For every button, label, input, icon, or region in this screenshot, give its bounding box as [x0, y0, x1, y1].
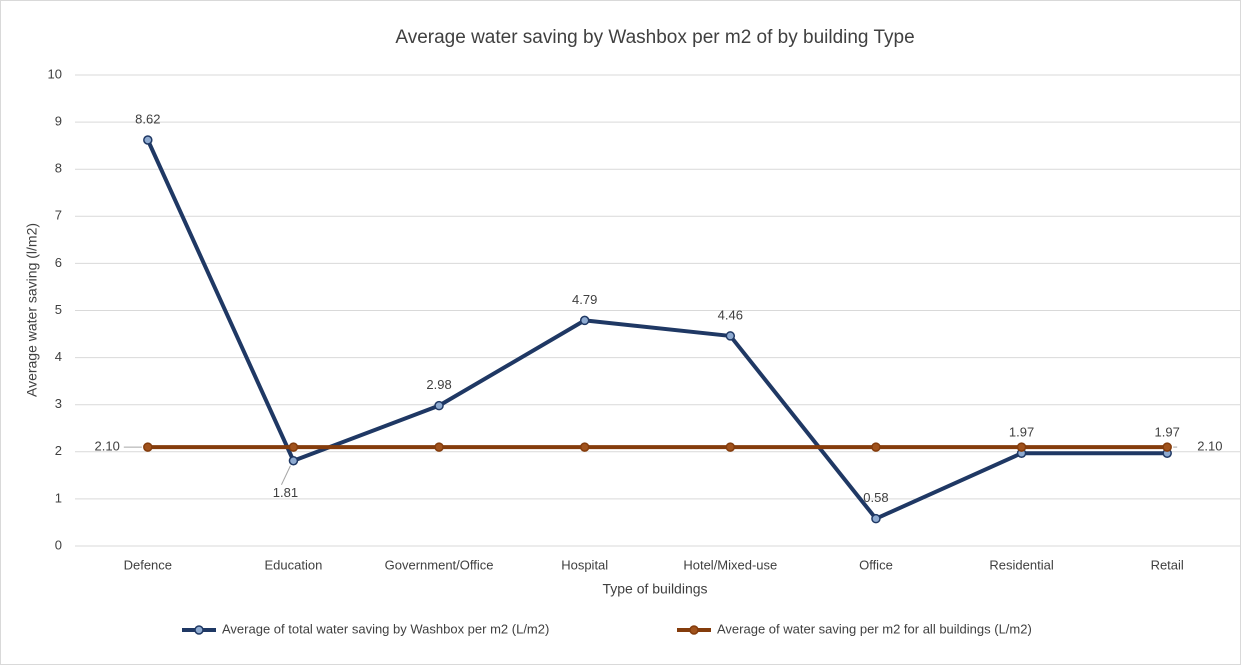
- data-point: [143, 442, 153, 452]
- y-tick-label: 10: [48, 66, 62, 81]
- data-label: 1.97: [1009, 425, 1034, 440]
- label-leader: [280, 465, 291, 485]
- y-tick-label: 8: [55, 161, 62, 176]
- data-label: 0.58: [863, 490, 888, 505]
- data-point: [434, 400, 444, 411]
- y-tick-label: 9: [55, 114, 62, 129]
- series-line: [145, 139, 1168, 521]
- data-point: [143, 135, 153, 145]
- y-tick-label: 7: [55, 208, 62, 223]
- x-tick-label: Office: [859, 557, 893, 572]
- legend-label: Average of water saving per m2 for all b…: [717, 621, 1032, 636]
- data-point: [871, 513, 881, 524]
- data-label: 1.81: [273, 485, 298, 500]
- x-tick-label: Defence: [124, 557, 172, 572]
- data-label: 4.79: [572, 292, 597, 307]
- data-point: [725, 442, 736, 452]
- y-tick-label: 0: [55, 537, 62, 552]
- data-label: 2.10: [1197, 439, 1222, 454]
- y-tick-label: 3: [55, 396, 62, 411]
- y-tick-label: 1: [55, 490, 62, 505]
- data-point: [1016, 442, 1027, 452]
- y-axis-title: Average water saving (l/m2): [24, 223, 40, 397]
- data-label: 1.97: [1155, 425, 1180, 440]
- data-point: [288, 455, 299, 466]
- data-point: [579, 315, 590, 326]
- y-tick-label: 4: [55, 349, 62, 364]
- x-tick-label: Government/Office: [385, 557, 494, 572]
- data-point: [871, 442, 881, 452]
- x-tick-label: Hotel/Mixed-use: [683, 557, 777, 572]
- data-label: 4.46: [718, 307, 743, 322]
- x-tick-label: Education: [265, 557, 323, 572]
- data-point: [725, 331, 736, 341]
- x-tick-label: Hospital: [561, 557, 608, 572]
- data-point: [1162, 442, 1172, 452]
- y-tick-label: 2: [55, 443, 62, 458]
- data-point: [579, 442, 590, 452]
- x-axis-title: Type of buildings: [602, 581, 707, 597]
- y-tick-label: 5: [55, 302, 62, 317]
- data-point: [434, 442, 444, 452]
- chart-title: Average water saving by Washbox per m2 o…: [395, 27, 914, 48]
- data-label: 2.10: [95, 439, 120, 454]
- data-label: 2.98: [426, 377, 451, 392]
- x-tick-label: Retail: [1151, 557, 1184, 572]
- data-point: [288, 442, 299, 452]
- legend-marker: [689, 625, 699, 635]
- x-tick-label: Residential: [989, 557, 1053, 572]
- legend-label: Average of total water saving by Washbox…: [222, 621, 549, 636]
- data-label: 8.62: [135, 111, 160, 126]
- y-tick-label: 6: [55, 255, 62, 270]
- legend-marker: [194, 625, 204, 635]
